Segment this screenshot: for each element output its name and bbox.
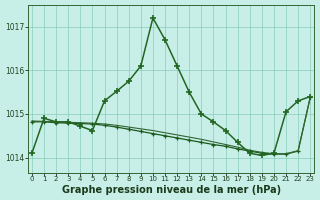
X-axis label: Graphe pression niveau de la mer (hPa): Graphe pression niveau de la mer (hPa) [61, 185, 281, 195]
